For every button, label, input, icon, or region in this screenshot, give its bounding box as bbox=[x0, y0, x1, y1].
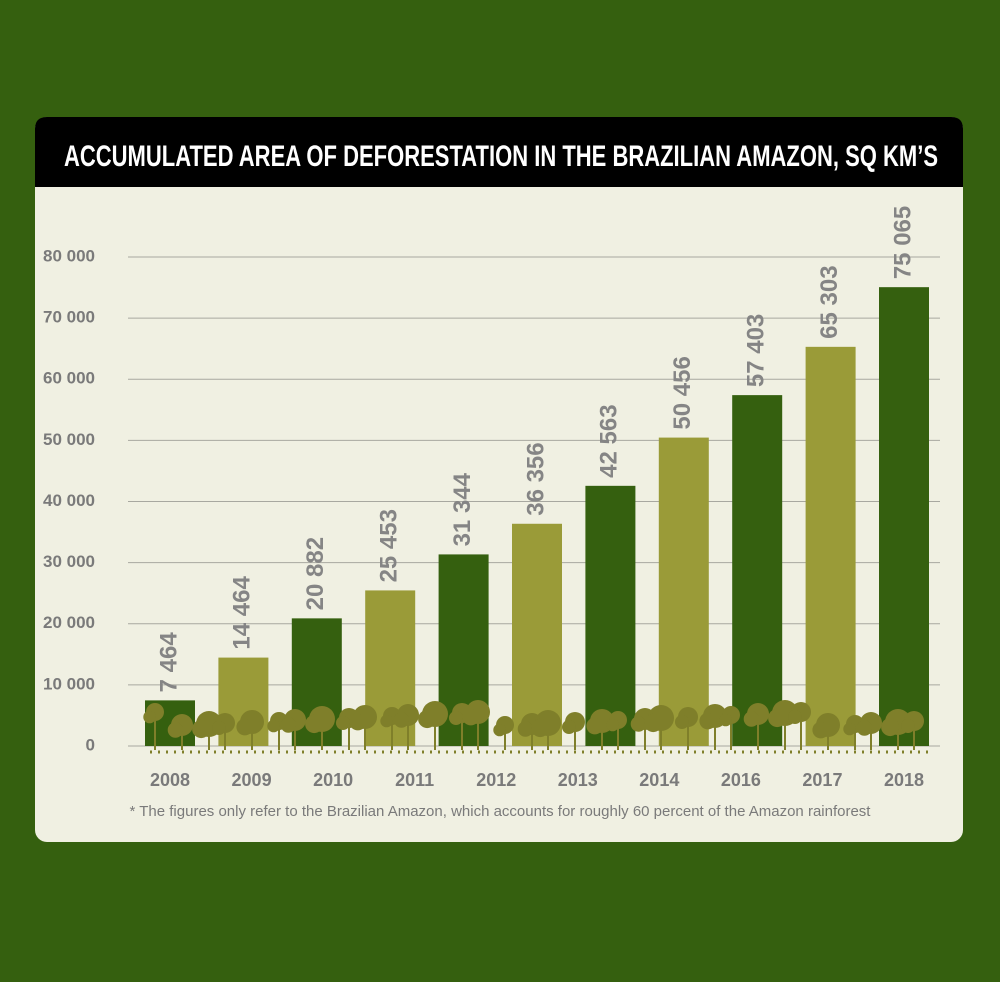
x-tick-label: 2014 bbox=[639, 770, 679, 790]
tree-crown bbox=[305, 714, 324, 734]
tree-crown bbox=[531, 718, 550, 738]
tree-crown bbox=[393, 712, 410, 728]
footnote: * The figures only refer to the Brazilia… bbox=[130, 803, 872, 820]
y-tick-label: 80 000 bbox=[43, 246, 95, 265]
bar bbox=[658, 437, 709, 746]
x-tick-label: 2016 bbox=[721, 770, 761, 790]
tree-crown bbox=[606, 718, 619, 732]
y-tick-label: 40 000 bbox=[43, 491, 95, 510]
tree-crown bbox=[843, 722, 856, 736]
tree-crown bbox=[462, 708, 480, 726]
value-label: 50 456 bbox=[669, 356, 696, 429]
x-tick-label: 2009 bbox=[232, 770, 272, 790]
value-label: 36 356 bbox=[522, 442, 549, 515]
tree-crown bbox=[212, 721, 226, 735]
bar bbox=[732, 395, 783, 746]
value-label: 25 453 bbox=[376, 509, 403, 582]
tree-crown bbox=[719, 713, 732, 727]
y-tick-label: 70 000 bbox=[43, 308, 95, 327]
x-tick-label: 2010 bbox=[313, 770, 353, 790]
tree-crown bbox=[901, 719, 915, 733]
tree-crown bbox=[167, 722, 184, 738]
tree-crown bbox=[493, 723, 506, 737]
value-label: 65 303 bbox=[816, 265, 843, 338]
tree-crown bbox=[881, 717, 900, 737]
tree-crown bbox=[856, 720, 873, 736]
bar bbox=[585, 485, 636, 746]
tree-crown bbox=[517, 721, 534, 737]
y-tick-label: 30 000 bbox=[43, 552, 95, 571]
tree-crown bbox=[788, 710, 802, 724]
value-label: 75 065 bbox=[889, 206, 916, 279]
tree-crown bbox=[267, 719, 280, 733]
y-tick-label: 10 000 bbox=[43, 674, 95, 693]
x-tick-label: 2018 bbox=[884, 770, 924, 790]
x-tick-label: 2013 bbox=[558, 770, 598, 790]
title-bar bbox=[35, 117, 963, 187]
value-label: 14 464 bbox=[229, 576, 256, 650]
tree-crown bbox=[812, 721, 830, 739]
tree-crown bbox=[336, 716, 350, 730]
value-label: 42 563 bbox=[596, 404, 623, 477]
tree-crown bbox=[586, 717, 604, 735]
tree-crown bbox=[236, 718, 254, 736]
tree-crown bbox=[699, 712, 717, 730]
tree-crown bbox=[143, 710, 156, 724]
tree-crown bbox=[743, 711, 760, 727]
bar bbox=[805, 346, 856, 746]
y-tick-label: 50 000 bbox=[43, 430, 95, 449]
tree-crown bbox=[280, 717, 297, 733]
y-tick-label: 60 000 bbox=[43, 369, 95, 388]
tree-crown bbox=[418, 709, 437, 729]
tree-crown bbox=[630, 716, 647, 732]
x-tick-label: 2011 bbox=[395, 770, 434, 790]
chart-title: ACCUMULATED AREA OF DEFORESTATION IN THE… bbox=[64, 140, 938, 173]
bar bbox=[512, 523, 562, 746]
value-label: 7 464 bbox=[155, 632, 182, 693]
tree-crown bbox=[562, 720, 576, 734]
y-tick-label: 0 bbox=[86, 735, 95, 754]
value-label: 20 882 bbox=[302, 537, 329, 610]
bar bbox=[879, 287, 929, 746]
tree-crown bbox=[192, 719, 211, 739]
tree-crown bbox=[644, 713, 663, 733]
tree-crown bbox=[380, 714, 393, 728]
tree-crown bbox=[675, 715, 689, 729]
value-label: 57 403 bbox=[743, 314, 770, 387]
value-label: 31 344 bbox=[449, 472, 476, 546]
tree-crown bbox=[349, 713, 367, 731]
tree-crown bbox=[449, 711, 463, 725]
x-tick-label: 2008 bbox=[150, 770, 190, 790]
x-tick-label: 2017 bbox=[802, 770, 842, 790]
x-tick-label: 2012 bbox=[476, 770, 516, 790]
tree-crown bbox=[768, 708, 787, 728]
y-tick-label: 20 000 bbox=[43, 613, 95, 632]
